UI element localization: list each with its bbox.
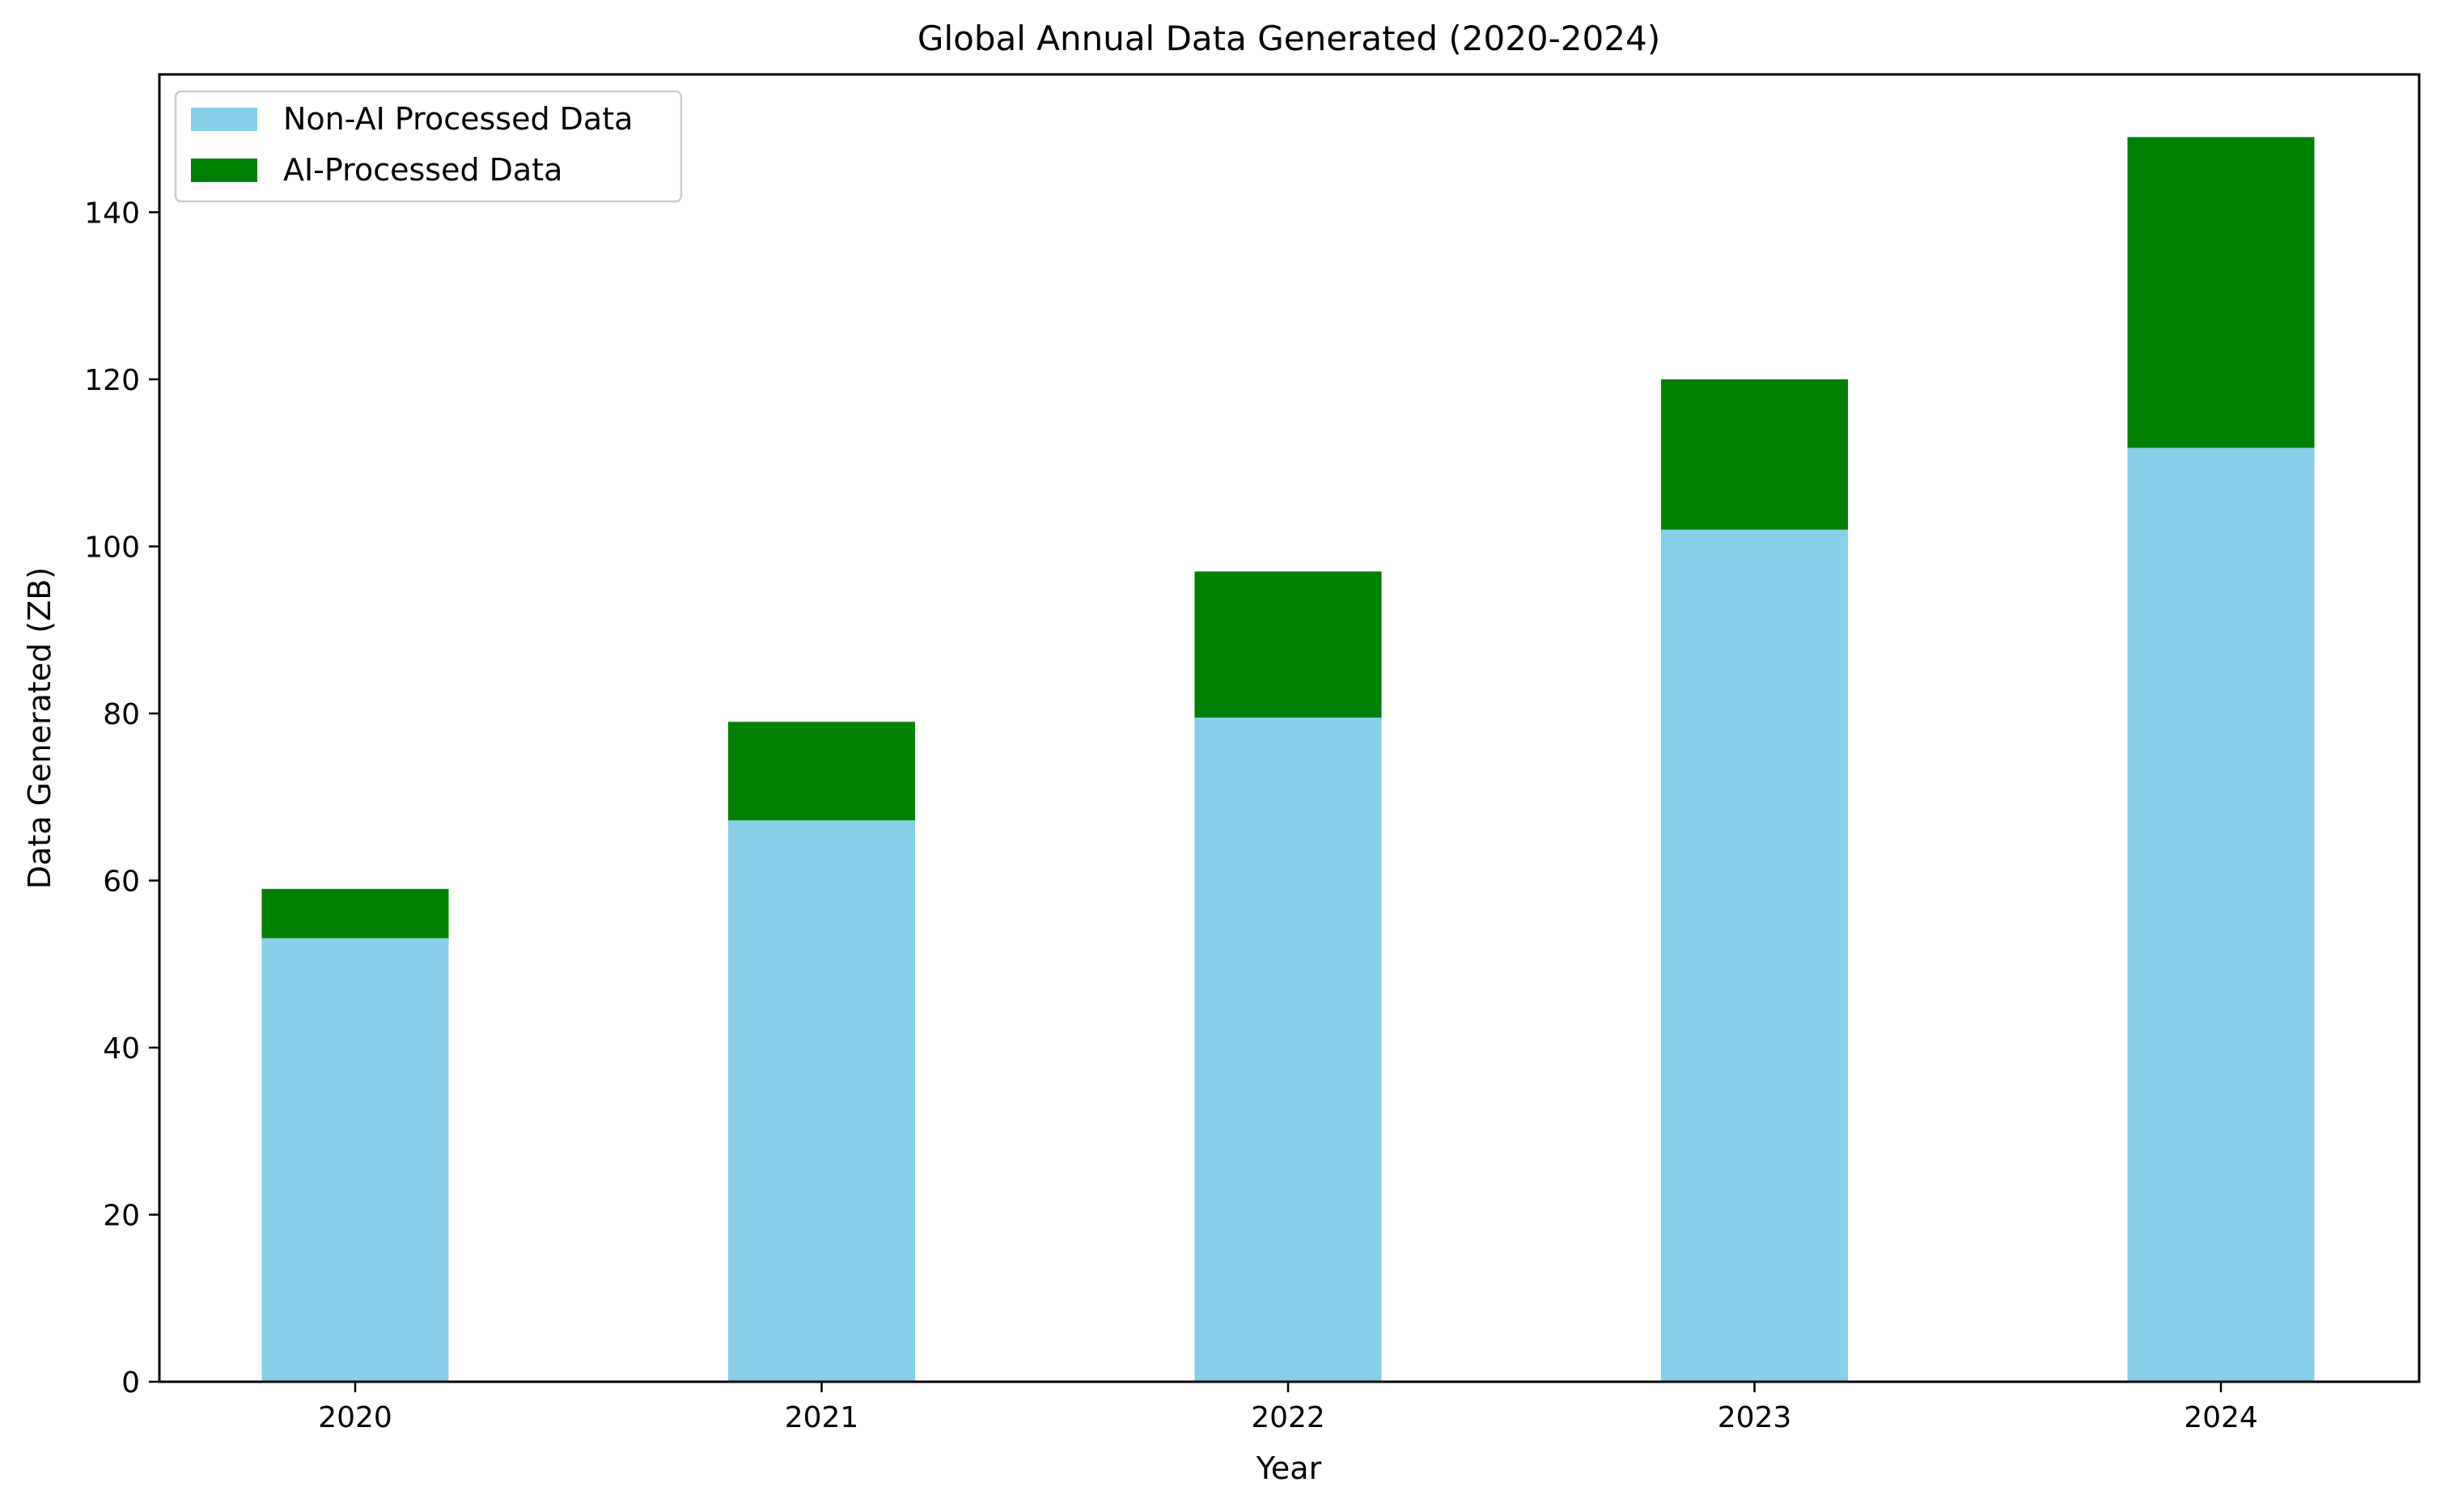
bar-ai-2024 [2127,137,2315,448]
y-tick-label-100: 100 [84,531,140,564]
y-tick-label-40: 40 [103,1032,140,1065]
x-axis-ticks: 2020 2021 2022 2023 2024 [318,1382,2258,1434]
legend: Non-AI Processed Data AI-Processed Data [174,90,683,203]
y-axis-ticks: 0 20 40 60 80 100 120 140 [84,197,159,1400]
y-tick-label-120: 120 [84,364,140,397]
y-tick-label-20: 20 [103,1199,140,1232]
y-tick-label-140: 140 [84,197,140,230]
legend-entry-ai: AI-Processed Data [283,152,562,188]
legend-entry-non-ai: Non-AI Processed Data [283,101,633,137]
bar-ai-2020 [261,888,449,938]
plot-frame [158,73,2421,1383]
bar-ai-2023 [1661,379,1848,530]
x-tick-label-2023: 2023 [1718,1401,1792,1434]
x-tick-label-2021: 2021 [785,1401,859,1434]
bar-non-ai-2024 [2127,447,2315,1382]
x-axis-label: Year [1256,1451,1322,1486]
bars-group [261,137,2315,1382]
x-tick-label-2024: 2024 [2184,1401,2258,1434]
x-tick-label-2022: 2022 [1251,1401,1325,1434]
y-axis-label: Data Generated (ZB) [22,567,57,889]
bar-non-ai-2022 [1194,718,1382,1382]
bar-non-ai-2021 [728,820,915,1382]
y-tick-label-0: 0 [121,1366,140,1400]
bar-non-ai-2023 [1661,529,1848,1382]
chart-title: Global Annual Data Generated (2020-2024) [917,19,1660,58]
bar-ai-2021 [728,722,915,821]
legend-box [174,90,683,203]
y-tick-label-60: 60 [103,865,140,898]
y-tick-label-80: 80 [103,698,140,731]
bar-non-ai-2020 [261,938,449,1382]
x-tick-label-2020: 2020 [318,1401,392,1434]
legend-swatch-non-ai [191,108,257,131]
bar-ai-2022 [1194,571,1382,718]
legend-swatch-ai [191,159,257,182]
